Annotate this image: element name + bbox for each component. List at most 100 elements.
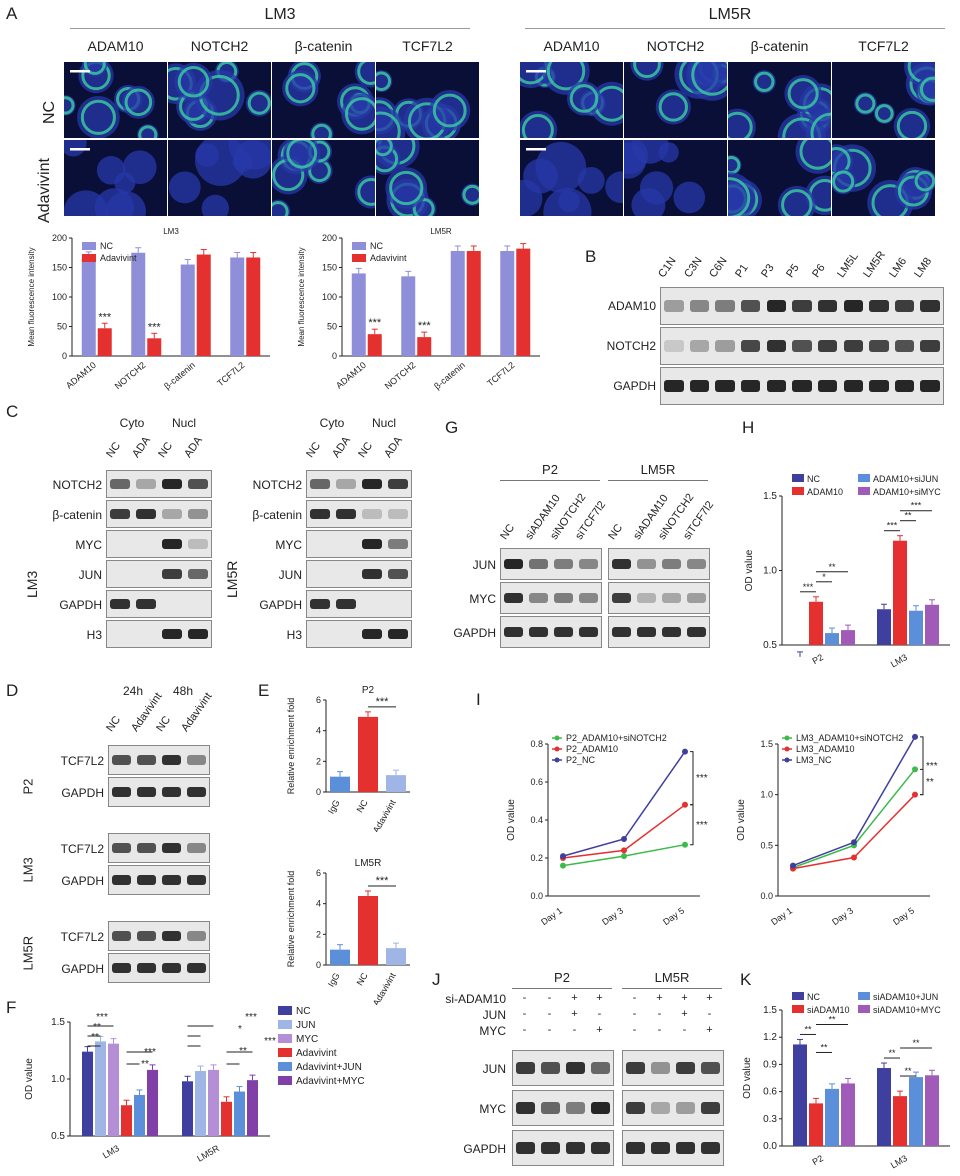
condition-mark: - [547,992,552,1004]
blot-band [740,299,761,313]
nucleus-blob [543,188,592,216]
blot-band [110,599,130,609]
legend-label: NC [807,474,820,484]
blot-band [869,379,889,393]
chart-i-p2: 0.0 0.2 0.4 0.6 0.8 OD value Day 1 Day 3 Day 5 P2… [506,733,708,927]
signal-ring [569,84,599,113]
blot-band [637,592,656,604]
legend-label: P2_NC [566,755,596,765]
y-tick-label: 4 [316,899,321,909]
blot-strip [500,548,602,580]
chart-f: 0.5 1.0 1.5 OD value LM3 LM5R NC JUN MYC Adavivin… [24,1006,365,1164]
blot-band [388,569,408,579]
fraction-label: Cyto [319,416,345,430]
blot-band [112,874,131,886]
significance-mark: *** [264,1036,276,1047]
x-tick-label: Day 3 [600,905,625,927]
micrograph [376,140,479,216]
signal-ring [412,198,435,216]
chart-title: P2 [362,685,375,696]
data-point [912,766,918,773]
blot-band [554,626,573,638]
scale-bar [526,148,546,151]
lane-label: ADA [330,434,353,460]
blot-band [162,962,181,974]
bar [893,1096,907,1146]
lane-label: NC [356,440,376,460]
legend-marker [554,757,560,763]
blot-row-label: NOTCH2 [606,339,656,353]
y-axis-label: OD value [742,1057,753,1099]
micrograph [832,62,935,138]
legend-label: ADAM10+siMYC [873,487,941,497]
lane-label: NC [304,440,324,460]
y-tick-label: 4 [316,726,321,736]
lane-label: NC [104,440,124,460]
blot-band [137,962,156,974]
category-label: LM3 [101,1143,121,1160]
y-tick-label: 0.3 [763,1114,777,1125]
panel-label-h: H [742,418,755,437]
y-axis-label: OD value [506,799,517,841]
y-tick-label: 1.5 [763,491,777,502]
micrograph [272,62,375,138]
blot-strip [108,833,210,863]
data-point [851,854,857,861]
blot-band [894,379,915,393]
blot-band [676,1141,695,1155]
nucleus-blob [82,62,108,77]
blot-band [362,479,382,489]
y-tick-label: 50 [57,322,67,332]
blot-band [162,930,181,942]
legend-swatch [858,474,870,482]
panel-label-e: E [258,681,270,700]
blot-band [662,558,681,570]
chart-k: 0.0 0.3 0.6 0.9 1.2 1.5 OD value P2 LM3 NC siADAM1… [742,992,950,1170]
bar [466,250,481,356]
signal-ring [799,140,831,170]
blot-band [626,1141,645,1155]
blot-band [541,1101,560,1115]
y-axis-label: OD value [744,549,755,591]
bar [909,1077,923,1146]
nucleus-blob [673,181,706,214]
bar [386,948,406,965]
signal-ring [832,170,855,193]
blot-band [188,509,208,519]
lane-label: LM5L [835,250,862,280]
divider [525,28,945,29]
lane-label: NC [498,522,518,542]
blot-row-label: TCF7L2 [60,842,104,856]
y-tick-label: 0.0 [760,891,773,901]
bar [246,257,261,356]
bar [131,252,146,356]
condition-mark: - [707,1008,712,1020]
y-axis-label: OD value [736,799,747,841]
blot-strip [660,367,944,405]
y-tick-label: 1.5 [51,1017,65,1028]
legend-label: P2_ADAM10 [566,744,618,754]
blot-band [591,1101,610,1115]
blot-band [362,509,382,519]
legend-swatch [352,254,366,262]
blot-strip [108,921,210,951]
blot-band [664,379,684,393]
blot-band [591,1061,610,1075]
significance-mark: ** [904,511,912,521]
blot-strip [106,500,212,528]
chart-title: LM5R [355,858,382,869]
nucleus-blob [168,171,201,204]
bar [358,716,378,792]
blot-band [554,558,573,570]
blot-strip [512,1050,614,1086]
bar [877,1068,891,1146]
condition-mark: + [656,992,663,1004]
blot-band [188,539,208,549]
blot-band [504,626,523,638]
blot-band [310,599,330,609]
blot-row-label: NOTCH2 [52,478,102,492]
blot-band [310,509,330,519]
blot-band [920,299,940,313]
micrograph [64,62,167,138]
category-label: P2 [810,1153,825,1167]
